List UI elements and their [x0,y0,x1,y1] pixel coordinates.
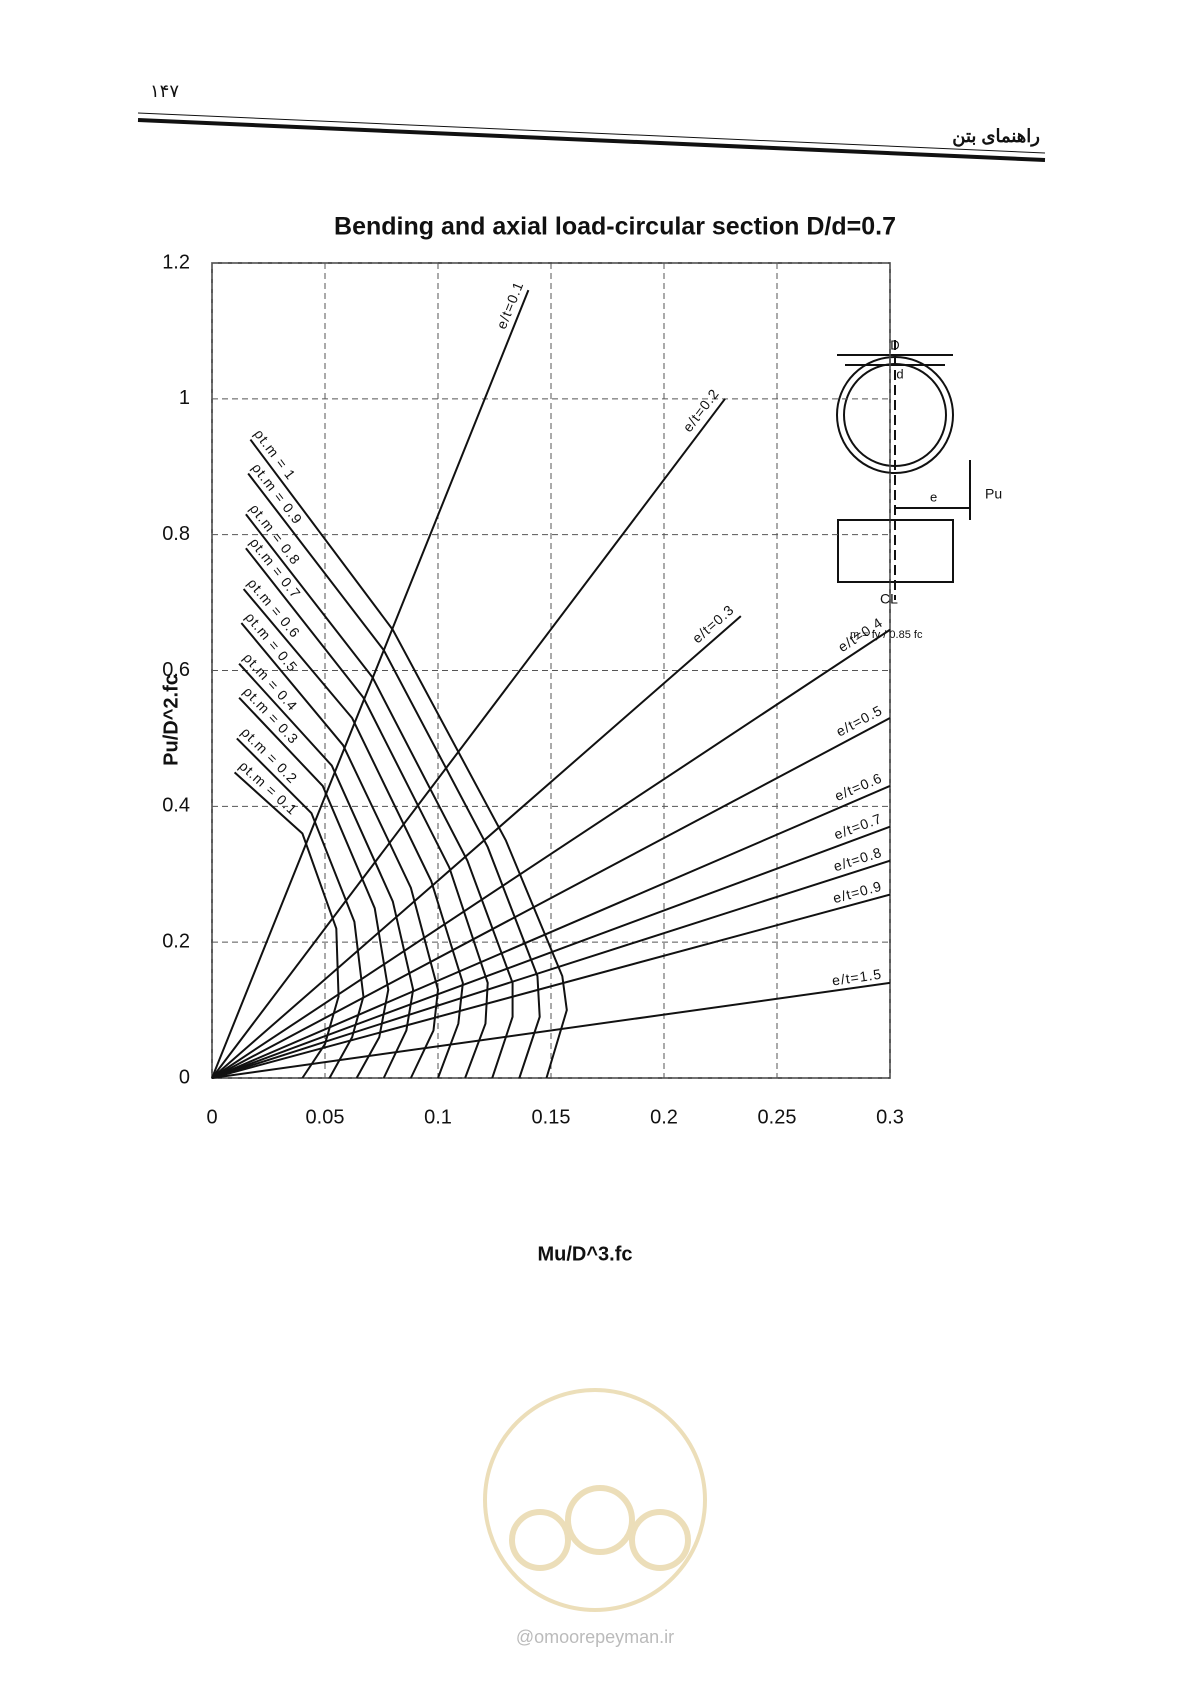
x-axis-label: Mu/D^3.fc [537,1243,632,1265]
chart-title: Bending and axial load-circular section … [334,213,896,241]
curve [211,628,891,1079]
inset-label: m = fy / 0.85 fc [850,629,923,641]
curve [211,785,891,1079]
x-tick-label: 0.3 [876,1106,904,1128]
x-tick-label: 0.25 [758,1106,797,1128]
curve [238,663,415,1079]
y-tick-label: 0.2 [162,930,190,952]
header-rule [137,118,1046,162]
curve [240,622,440,1079]
y-tick-label: 0.4 [162,795,190,817]
curve [245,513,514,1079]
series-label: e/t=0.9 [831,878,884,907]
curve [236,737,365,1079]
curve [211,615,742,1079]
x-tick-label: 0.2 [650,1106,678,1128]
inset-label: CL [880,591,898,607]
curve [211,893,891,1079]
curve [247,472,541,1079]
y-tick-label: 0.8 [162,523,190,545]
x-tick-label: 0.1 [424,1106,452,1128]
running-header: راهنمای بتن [952,126,1040,147]
y-axis-label: Pu/D^2.fc [160,674,182,766]
inset-label: Pu [985,486,1002,502]
curve [211,289,530,1079]
y-tick-label: 1.2 [162,251,190,273]
curve [242,588,464,1079]
plot: 0 0.05 0.1 0.15 0.2 0.25 0.3 0 0.2 0.4 0.6 0.8 1 1.2 e… [162,251,904,1128]
x-tick-label: 0.15 [532,1106,571,1128]
x-tick-label: 0 [206,1106,217,1128]
curve [211,398,726,1079]
inset-label: d [896,366,903,381]
y-tick-label: 1 [179,387,190,409]
curve [249,438,568,1079]
curve [211,825,891,1079]
series-label: e/t=1.5 [831,966,883,989]
inset-figure [836,340,971,600]
header-rule [137,112,1046,154]
curve [238,696,390,1079]
watermark-text: @omoorepeyman.ir [516,1627,674,1647]
series-label: e/t=0.8 [831,844,884,875]
inset-label: e [930,489,937,504]
y-tick-label: 0.6 [162,659,190,681]
curve [245,547,489,1079]
y-tick-label: 0 [179,1066,190,1088]
curve [211,981,891,1079]
curve [211,717,891,1079]
watermark [483,1388,707,1612]
page-number: ۱۴۷ [150,81,179,101]
curve [233,771,340,1079]
x-tick-label: 0.05 [306,1106,345,1128]
inset-label: D [890,337,899,352]
